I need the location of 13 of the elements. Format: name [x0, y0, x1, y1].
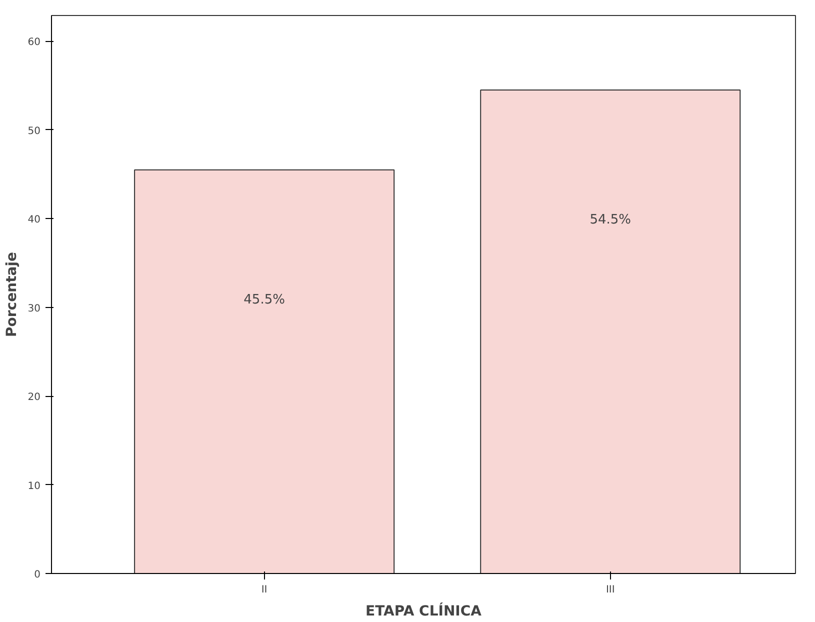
y-tick-label: 30 — [28, 303, 41, 314]
x-tick-label: III — [606, 584, 615, 596]
y-tick-label: 0 — [34, 570, 41, 580]
y-tick-label: 20 — [28, 392, 41, 404]
data-label: 54.5% — [590, 212, 632, 228]
y-tick-label: 60 — [28, 37, 41, 48]
data-label: 45.5% — [244, 292, 285, 308]
y-tick-label: 10 — [28, 480, 41, 492]
y-axis-title: Porcentaje — [4, 252, 20, 337]
x-tick-label: II — [261, 584, 268, 596]
y-tick-label: 50 — [28, 126, 41, 137]
y-tick-label: 40 — [28, 214, 41, 226]
x-axis-title: ETAPA CLÍNICA — [366, 602, 482, 620]
